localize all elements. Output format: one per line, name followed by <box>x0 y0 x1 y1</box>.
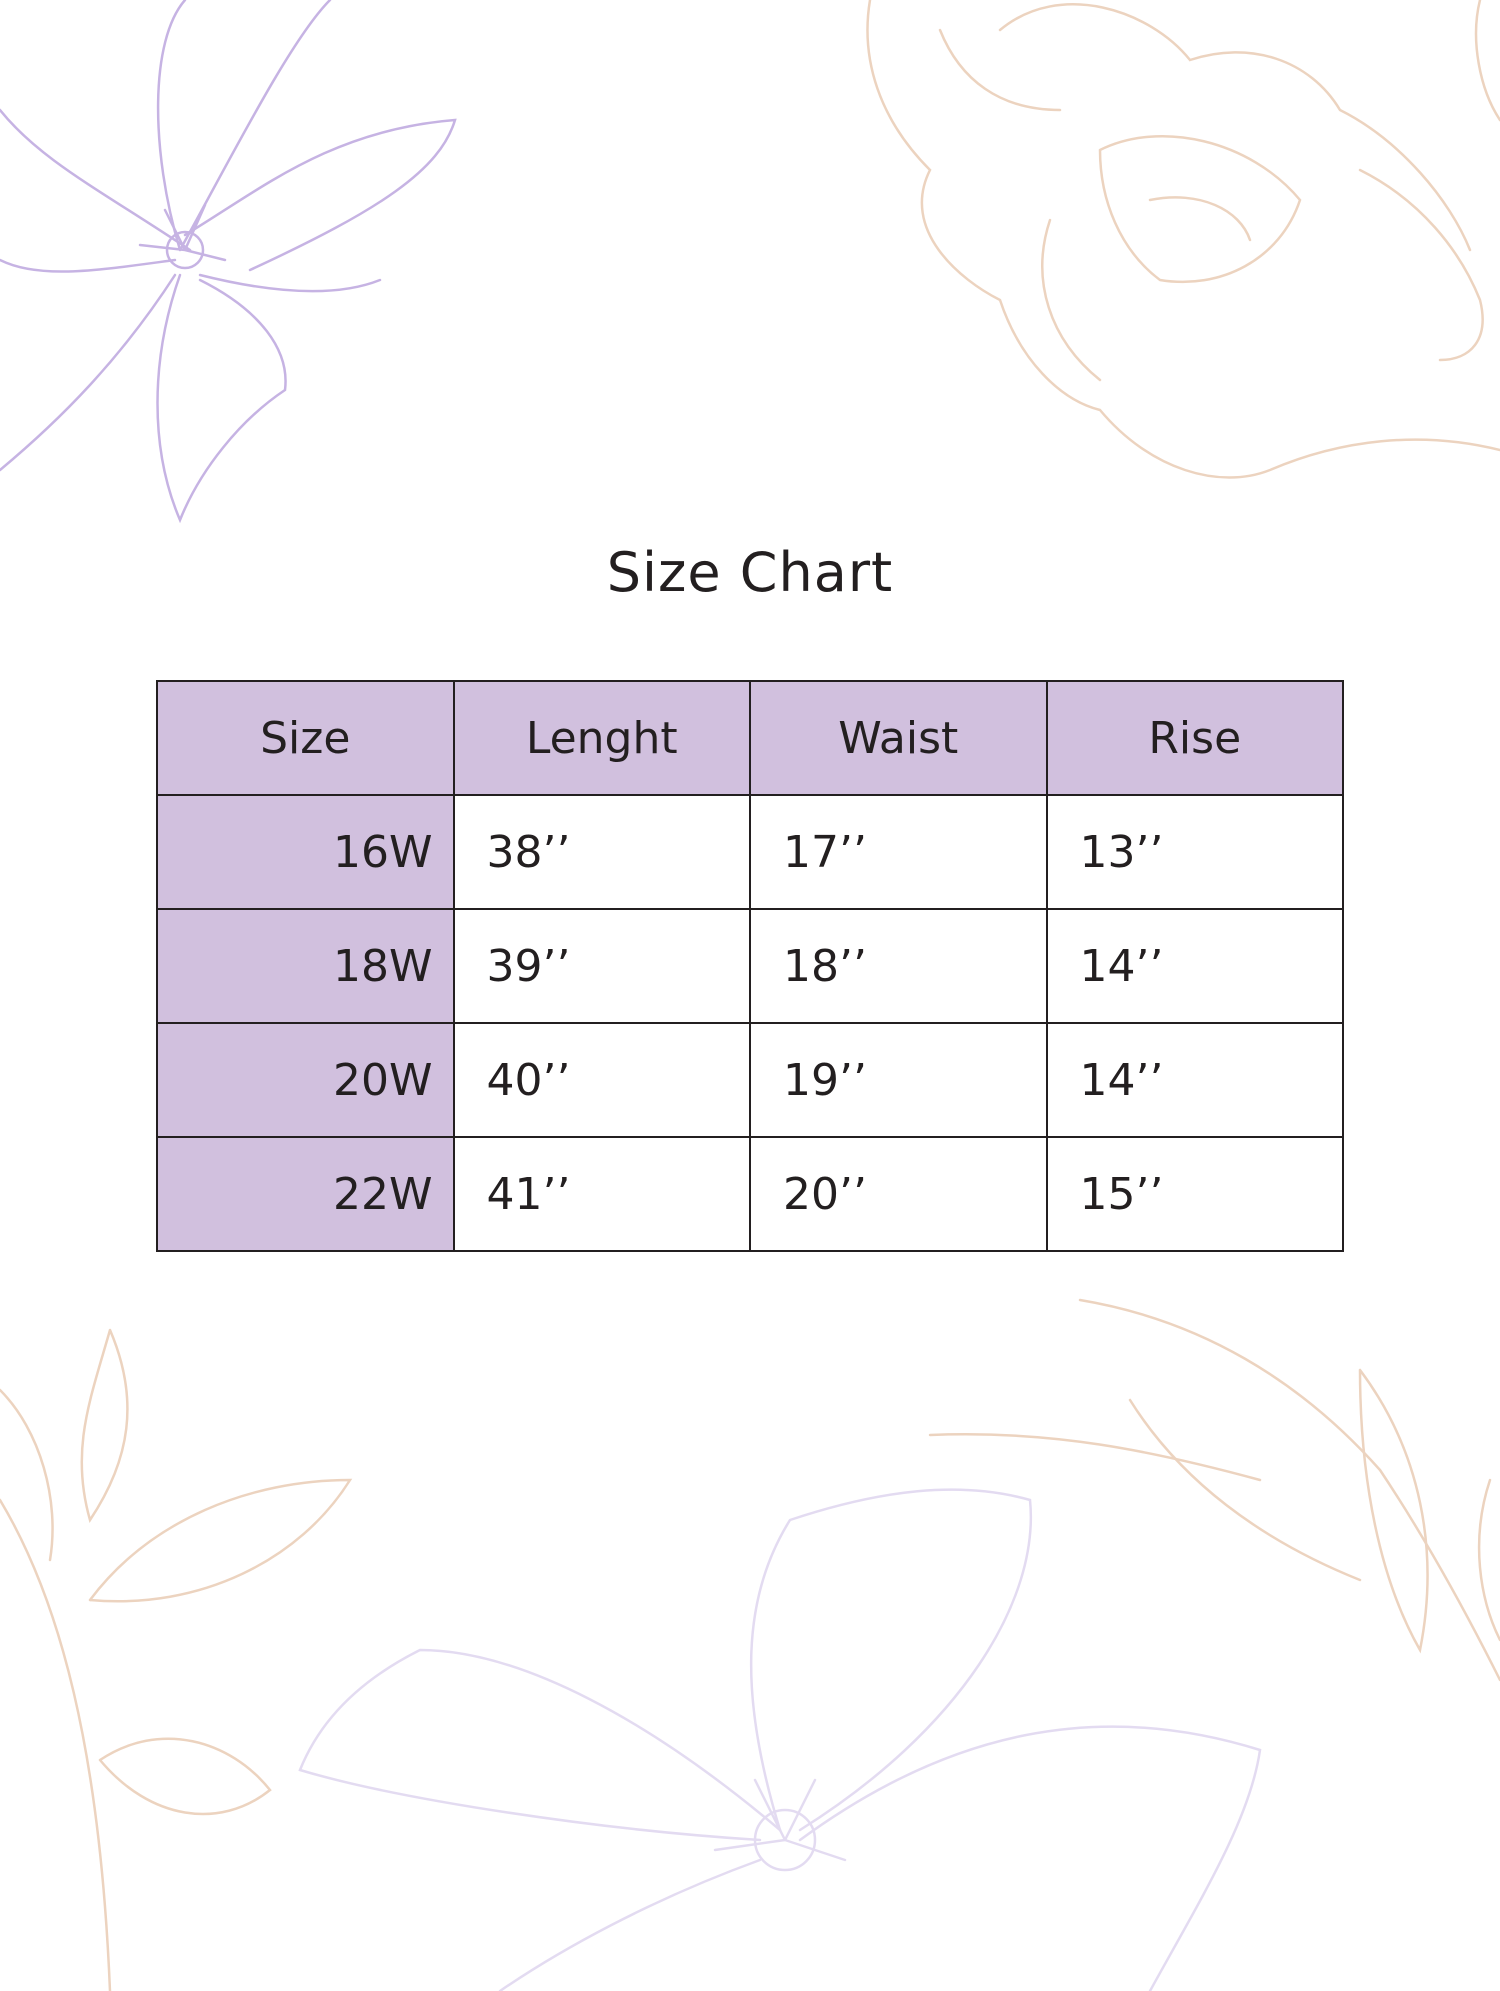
length-cell: 39’’ <box>452 908 751 1024</box>
rise-cell: 13’’ <box>1045 794 1344 910</box>
waist-cell: 17’’ <box>749 794 1048 910</box>
length-cell: 41’’ <box>452 1136 751 1252</box>
table-header-row: Size Lenght Waist Rise <box>156 680 1344 796</box>
rise-cell: 14’’ <box>1045 1022 1344 1138</box>
size-cell: 18W <box>156 908 455 1024</box>
header-rise: Rise <box>1045 680 1344 796</box>
waist-cell: 20’’ <box>749 1136 1048 1252</box>
peach-rose-icon <box>866 0 1500 479</box>
size-cell: 16W <box>156 794 455 910</box>
size-cell: 22W <box>156 1136 455 1252</box>
table-row: 22W 41’’ 20’’ 15’’ <box>156 1136 1344 1252</box>
size-cell: 20W <box>156 1022 455 1138</box>
table-row: 16W 38’’ 17’’ 13’’ <box>156 794 1344 910</box>
header-waist: Waist <box>749 680 1048 796</box>
rise-cell: 14’’ <box>1045 908 1344 1024</box>
table-row: 18W 39’’ 18’’ 14’’ <box>156 908 1344 1024</box>
lilac-flower-icon <box>0 0 457 524</box>
table-row: 20W 40’’ 19’’ 14’’ <box>156 1022 1344 1138</box>
waist-cell: 18’’ <box>749 908 1048 1024</box>
header-size: Size <box>156 680 455 796</box>
length-cell: 38’’ <box>452 794 751 910</box>
length-cell: 40’’ <box>452 1022 751 1138</box>
waist-cell: 19’’ <box>749 1022 1048 1138</box>
lilac-flower-bottom-icon <box>298 1488 1262 1991</box>
header-length: Lenght <box>452 680 751 796</box>
rise-cell: 15’’ <box>1045 1136 1344 1252</box>
peach-leaves-icon <box>0 1298 1500 1991</box>
size-chart-table: Size Lenght Waist Rise 16W 38’’ 17’’ 13’… <box>156 680 1344 1252</box>
page-title: Size Chart <box>606 541 894 605</box>
